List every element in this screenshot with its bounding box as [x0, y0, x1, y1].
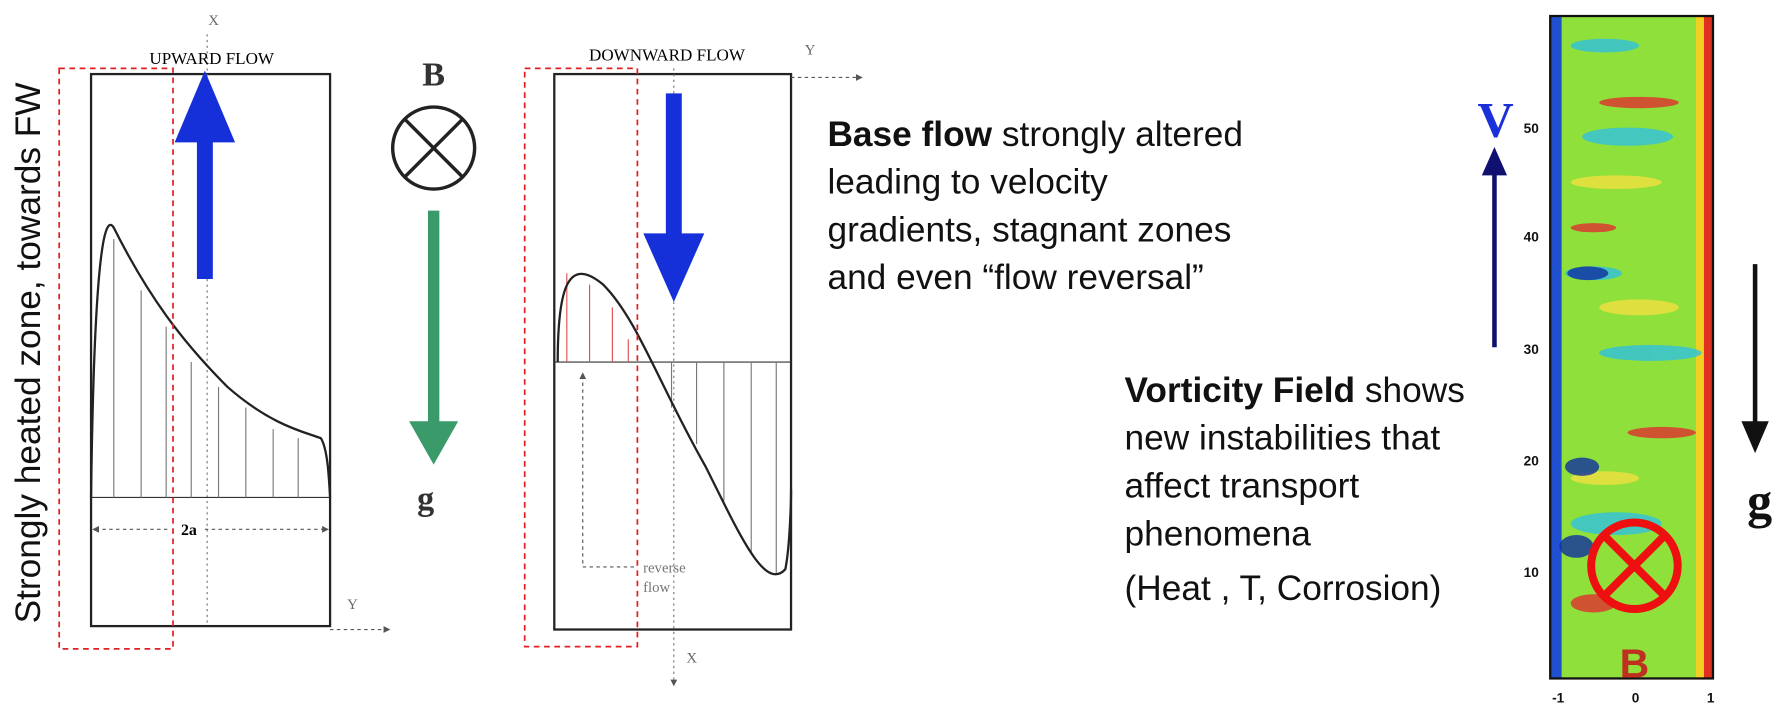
x-tick-label: 0	[1632, 690, 1640, 705]
text-line: new instabilities that	[1125, 419, 1441, 458]
gravity-label: g	[1747, 473, 1772, 529]
bold-phrase: Vorticity Field	[1125, 371, 1356, 410]
y-axis-label: Y	[805, 43, 816, 59]
vorticity-text: Vorticity Field shows	[1125, 371, 1465, 410]
annotation: reverse	[643, 561, 686, 577]
text-line: strongly altered	[1002, 115, 1243, 154]
text-line: and even “flow reversal”	[827, 258, 1203, 297]
x-axis-label: X	[686, 651, 697, 667]
y-tick-label: 50	[1524, 121, 1540, 136]
text-line: affect transport	[1125, 466, 1360, 505]
b-label: B	[1620, 640, 1650, 686]
g-label: g	[417, 481, 434, 518]
annotation: flow	[643, 580, 670, 596]
text-line	[992, 115, 1002, 154]
x-axis-label: X	[208, 13, 219, 29]
bold-phrase: Base flow	[827, 115, 992, 154]
y-tick-label: 10	[1524, 565, 1540, 580]
y-tick-label: 20	[1524, 454, 1540, 469]
y-axis-label: Y	[347, 597, 358, 613]
velocity-arrow	[1481, 147, 1508, 348]
width-label: 2a	[181, 522, 197, 539]
panel-title: DOWNWARD FLOW	[589, 45, 746, 64]
y-tick-label: 40	[1524, 229, 1540, 244]
x-tick-label: -1	[1552, 690, 1565, 705]
x-tick-label: 1	[1707, 690, 1715, 705]
velocity-label: V	[1478, 92, 1514, 148]
text-line: shows	[1355, 371, 1465, 410]
field-symbols: B g	[390, 56, 477, 518]
base-flow-text: Base flow strongly altered	[827, 115, 1243, 154]
panel-title: UPWARD FLOW	[149, 49, 275, 68]
gravity-arrow	[1741, 264, 1769, 454]
side-label: Strongly heated zone, towards FW	[9, 82, 48, 624]
text-line: phenomena	[1125, 514, 1312, 553]
upward-panel: 2a Y X UPWARD FLOW	[58, 13, 391, 650]
vorticity-plot: 50 40 30 20 10 -1 0 1 B	[1524, 14, 1715, 705]
text-line: leading to velocity	[827, 163, 1108, 202]
b-label: B	[422, 56, 445, 93]
note: (Heat , T, Corrosion)	[1125, 569, 1442, 608]
text-line: gradients, stagnant zones	[827, 210, 1231, 249]
downward-panel: reverse flow Y X DOWNWARD FLOW	[523, 43, 863, 687]
y-tick-label: 30	[1524, 342, 1540, 357]
